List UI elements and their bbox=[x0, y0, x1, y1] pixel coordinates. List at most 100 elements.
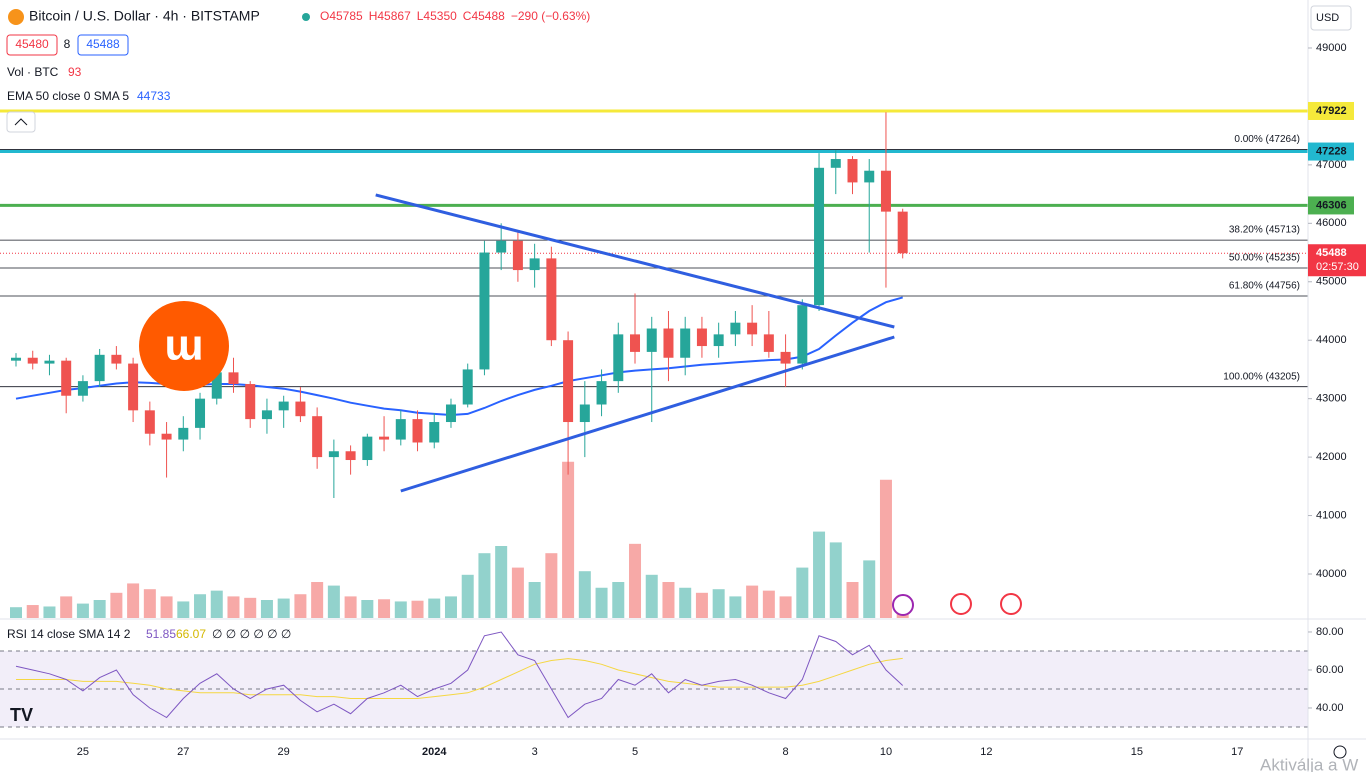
candle-body bbox=[529, 258, 540, 271]
candle-body bbox=[613, 334, 624, 382]
candle-body bbox=[211, 372, 222, 399]
time-tick-label: 17 bbox=[1231, 746, 1243, 758]
trendline bbox=[375, 193, 895, 329]
volume-bar bbox=[495, 546, 508, 618]
fib-label: 50.00% (45235) bbox=[1229, 253, 1300, 264]
ohlc-value: C45488 bbox=[463, 9, 505, 23]
candle-body bbox=[546, 258, 557, 341]
volume-bar bbox=[177, 601, 190, 618]
candle-body bbox=[429, 422, 440, 443]
candle-body bbox=[77, 381, 88, 396]
candle-body bbox=[178, 427, 189, 440]
volume-bar bbox=[779, 596, 792, 618]
settings-icon[interactable] bbox=[1333, 745, 1347, 759]
candle-body bbox=[630, 334, 641, 352]
volume-bar bbox=[712, 589, 725, 618]
volume-bar bbox=[478, 553, 491, 618]
candle-body bbox=[228, 372, 239, 385]
time-tick-label: 25 bbox=[77, 746, 89, 758]
candle-body bbox=[696, 328, 707, 347]
bid-box[interactable] bbox=[6, 34, 58, 56]
spread: 8 bbox=[64, 37, 71, 51]
ohlc-value: O45785 bbox=[320, 9, 363, 23]
candle-body bbox=[847, 159, 858, 183]
candle-body bbox=[412, 419, 423, 443]
price-tick-label: 41000 bbox=[1316, 509, 1347, 521]
rsi-label: RSI 14 close SMA 14 2 bbox=[7, 627, 131, 641]
currency-button[interactable] bbox=[1310, 5, 1352, 31]
volume-bar bbox=[629, 543, 642, 618]
countdown: 02:57:30 bbox=[1316, 261, 1359, 273]
candle-body bbox=[345, 451, 356, 461]
volume-bar bbox=[863, 560, 876, 618]
volume-bar bbox=[110, 592, 123, 618]
ema-label: EMA 50 close 0 SMA 5 bbox=[7, 89, 129, 103]
time-tick-label: 12 bbox=[980, 746, 992, 758]
event-icon[interactable] bbox=[1000, 593, 1022, 615]
time-tick-label: 10 bbox=[880, 746, 892, 758]
ohlc-value: −290 (−0.63%) bbox=[511, 9, 590, 23]
last-price-box bbox=[1308, 244, 1366, 277]
volume-bar bbox=[796, 567, 809, 618]
candle-body bbox=[496, 240, 507, 253]
price-tick-label: 44000 bbox=[1316, 334, 1347, 346]
candle-body bbox=[295, 401, 306, 417]
trendline bbox=[400, 335, 895, 493]
volume-bar bbox=[846, 582, 859, 618]
rsi-extra: ∅ ∅ ∅ ∅ ∅ ∅ bbox=[212, 627, 291, 641]
volume-bar bbox=[511, 567, 524, 618]
collapse-button[interactable] bbox=[6, 111, 36, 133]
time-tick-label: 8 bbox=[783, 746, 789, 758]
ask[interactable]: 45488 bbox=[86, 37, 120, 51]
rsi-tick-label: 40.00 bbox=[1316, 702, 1344, 714]
time-tick-label: 27 bbox=[177, 746, 189, 758]
event-icon[interactable] bbox=[950, 593, 972, 615]
rsi-sma-line bbox=[16, 657, 903, 699]
volume-bar bbox=[428, 598, 441, 618]
price-tick-label: 49000 bbox=[1316, 42, 1347, 54]
candle-body bbox=[512, 240, 523, 271]
candle-body bbox=[395, 419, 406, 440]
symbol: Bitcoin / U.S. Dollar · 4h · BITSTAMP bbox=[29, 8, 260, 24]
candle-body bbox=[44, 360, 55, 364]
candle-body bbox=[195, 398, 206, 428]
volume-bar bbox=[461, 574, 474, 618]
volume-bar bbox=[60, 596, 73, 618]
candle-body bbox=[128, 363, 139, 411]
candle-body bbox=[713, 334, 724, 347]
fib-label: 38.20% (45713) bbox=[1229, 225, 1300, 236]
candle-body bbox=[161, 433, 172, 440]
candle-body bbox=[261, 410, 272, 420]
candle-body bbox=[94, 354, 105, 382]
fib-label: 61.80% (44756) bbox=[1229, 281, 1300, 292]
volume-bar bbox=[829, 542, 842, 618]
event-icon[interactable] bbox=[892, 594, 914, 616]
volume-bar bbox=[645, 574, 658, 618]
volume-bar bbox=[160, 596, 173, 618]
price-label: 47228 bbox=[1316, 145, 1347, 157]
price-label-box bbox=[1308, 196, 1354, 215]
candle-body bbox=[747, 322, 758, 335]
price-tick-label: 42000 bbox=[1316, 451, 1347, 463]
candle-body bbox=[328, 451, 339, 458]
volume-bar bbox=[344, 596, 357, 618]
candle-body bbox=[312, 416, 323, 458]
candle-body bbox=[362, 436, 373, 461]
svg-text:ɯ: ɯ bbox=[164, 321, 203, 370]
rsi-line bbox=[15, 631, 904, 719]
volume-bar bbox=[10, 607, 22, 618]
logo: TV bbox=[10, 705, 33, 725]
fib-label: 100.00% (43205) bbox=[1223, 371, 1300, 382]
market-status bbox=[302, 13, 310, 21]
currency[interactable]: USD bbox=[1316, 12, 1339, 24]
volume-bar bbox=[227, 596, 240, 618]
symbol-icon bbox=[8, 9, 24, 25]
volume-bar bbox=[194, 594, 207, 618]
candle-body bbox=[278, 401, 289, 411]
volume-bar bbox=[394, 601, 407, 618]
volume-label: Vol · BTC bbox=[7, 65, 59, 79]
time-tick-label: 15 bbox=[1131, 746, 1143, 758]
bid[interactable]: 45480 bbox=[15, 37, 49, 51]
volume-bar bbox=[143, 589, 156, 618]
ask-box[interactable] bbox=[77, 34, 129, 56]
